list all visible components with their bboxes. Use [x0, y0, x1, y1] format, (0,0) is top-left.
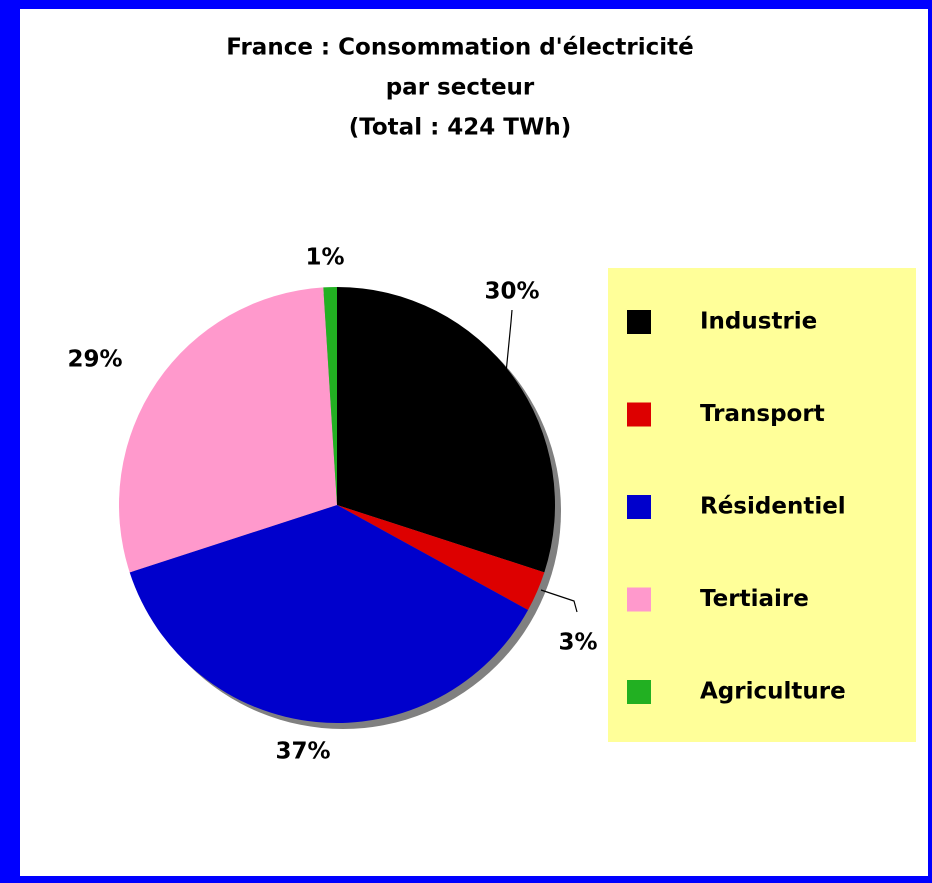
- legend-swatch: [627, 495, 651, 519]
- chart-title: France : Consommation d'électricité par s…: [226, 35, 694, 141]
- title-line: par secteur: [386, 75, 535, 101]
- pie-slice: [323, 287, 337, 505]
- pie-slice: [119, 287, 337, 573]
- pie-slice: [337, 505, 545, 611]
- pie-slice: [337, 287, 555, 573]
- data-label: 29%: [67, 347, 122, 373]
- legend-label: Résidentiel: [700, 494, 846, 520]
- data-label: 3%: [558, 630, 597, 656]
- legend-box: [608, 268, 916, 742]
- pie-slice: [129, 505, 529, 723]
- leader-line: [505, 309, 513, 374]
- legend-label: Industrie: [700, 309, 817, 335]
- legend-swatch: [627, 587, 651, 612]
- title-line: (Total : 424 TWh): [349, 115, 572, 141]
- legend-label: Transport: [700, 401, 825, 427]
- data-label: 1%: [305, 245, 344, 271]
- legend-swatch: [627, 310, 651, 334]
- data-label: 30%: [484, 279, 539, 305]
- legend-swatch: [627, 680, 651, 704]
- data-label: 37%: [275, 739, 330, 765]
- legend-label: Agriculture: [700, 679, 846, 705]
- leader-line: [540, 589, 578, 613]
- legend-swatch: [627, 402, 651, 427]
- title-line: France : Consommation d'électricité: [226, 35, 694, 61]
- legend-label: Tertiaire: [700, 586, 809, 612]
- legend: Industrie Transport Résidentiel Tertiaire Ag…: [627, 309, 846, 705]
- pie: 30% 3% 37% 29% 1%: [67, 245, 597, 765]
